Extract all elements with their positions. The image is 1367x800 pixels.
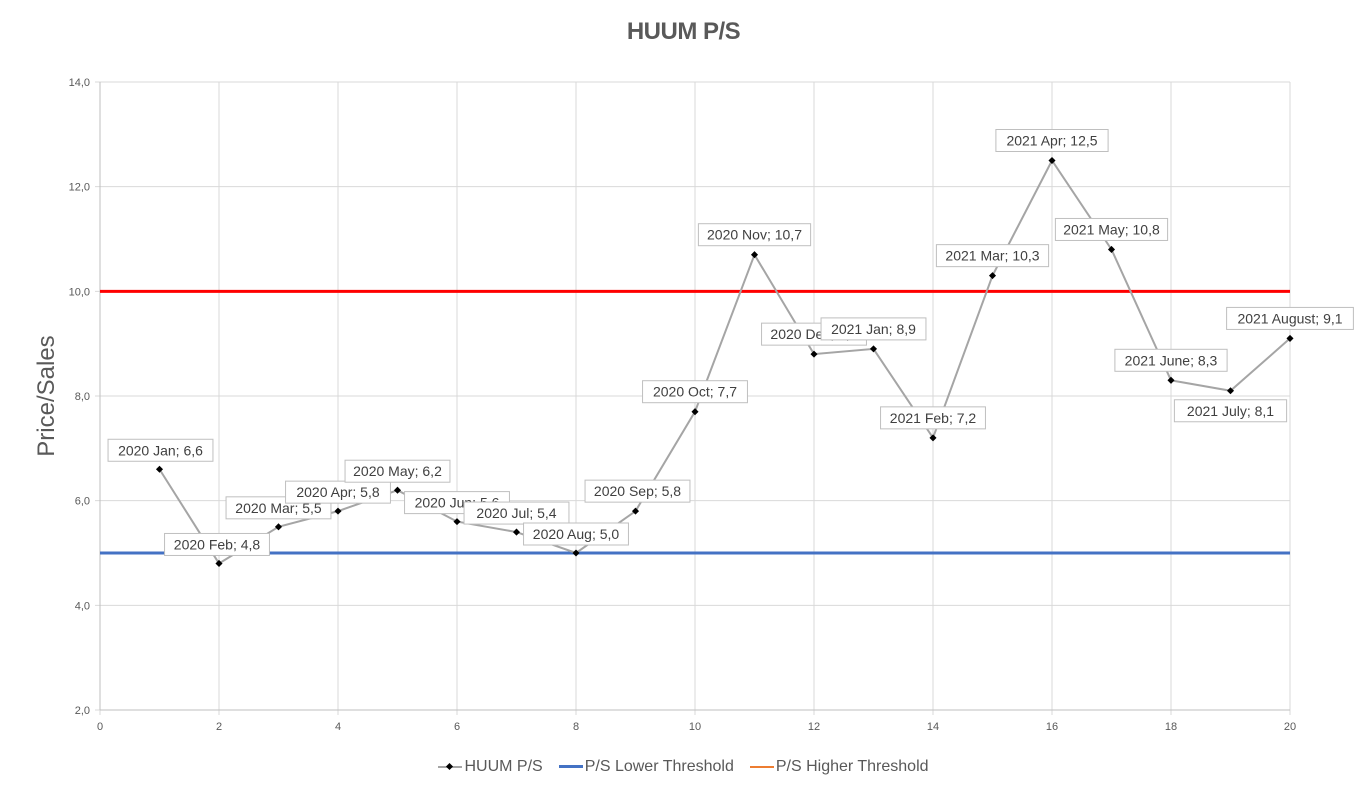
data-label: 2020 Sep; 5,8 (594, 483, 681, 499)
data-label-box (935, 244, 1050, 268)
data-label: 2021 June; 8,3 (1125, 352, 1218, 368)
data-point-marker[interactable] (572, 549, 580, 557)
data-label-box (1173, 399, 1288, 423)
data-label: 2020 Feb; 4,8 (174, 536, 261, 552)
data-point-marker[interactable] (453, 518, 461, 526)
x-tick-label: 20 (1284, 721, 1296, 733)
data-point-marker[interactable] (631, 507, 640, 515)
x-tick-label: 10 (689, 721, 701, 733)
data-point-marker[interactable] (810, 350, 818, 358)
data-label: 2020 Aug; 5,0 (533, 526, 620, 542)
data-point-marker[interactable] (869, 345, 878, 353)
data-label-box (820, 317, 927, 341)
data-label: 2020 May; 6,2 (353, 463, 442, 479)
data-label-box (584, 479, 691, 503)
line-icon (558, 760, 583, 774)
data-point-marker[interactable] (750, 251, 759, 259)
y-tick-label: 14,0 (69, 77, 90, 89)
data-label: 2021 Feb; 7,2 (890, 410, 977, 426)
legend: HUUM P/S P/S Lower Threshold P/S Higher … (0, 758, 1367, 776)
data-label: 2021 July; 8,1 (1187, 403, 1274, 419)
x-tick-label: 16 (1046, 721, 1058, 733)
data-label: 2021 May; 10,8 (1063, 221, 1160, 237)
data-label-box (285, 480, 391, 504)
line-marker-icon (438, 760, 463, 774)
data-label-box (344, 459, 451, 483)
line-icon (749, 760, 774, 774)
y-tick-label: 12,0 (69, 182, 90, 194)
data-label-box (642, 380, 748, 404)
data-label: 2020 Mar; 5,5 (235, 500, 322, 516)
data-label-box (1114, 348, 1228, 372)
data-label: 2020 Apr; 5,8 (296, 484, 380, 500)
x-tick-label: 18 (1165, 721, 1177, 733)
data-point-marker[interactable] (929, 434, 937, 442)
x-tick-label: 8 (573, 721, 579, 733)
data-label-box (880, 406, 986, 430)
data-point-marker[interactable] (988, 272, 997, 280)
data-point-marker[interactable] (512, 528, 521, 536)
x-tick-label: 4 (335, 721, 341, 733)
x-tick-label: 0 (97, 721, 103, 733)
data-label: 2020 Jul; 5,4 (476, 505, 556, 521)
data-label: 2021 Jan; 8,9 (831, 321, 916, 337)
y-tick-label: 8,0 (75, 391, 90, 403)
legend-label: HUUM P/S (464, 758, 543, 775)
data-point-marker[interactable] (1167, 376, 1175, 384)
data-label: 2021 Apr; 12,5 (1006, 133, 1097, 149)
data-point-marker[interactable] (274, 523, 283, 531)
data-label-box (107, 438, 214, 462)
data-label-box (1054, 217, 1169, 241)
data-label-box (164, 532, 270, 556)
data-label-box (463, 501, 570, 525)
data-label-box (697, 223, 812, 247)
y-tick-label: 2,0 (75, 705, 90, 717)
data-label-box (995, 129, 1109, 152)
x-tick-label: 14 (927, 721, 939, 733)
legend-item-lower-threshold[interactable]: P/S Lower Threshold (558, 758, 734, 776)
x-tick-label: 12 (808, 721, 820, 733)
data-point-marker[interactable] (155, 465, 164, 473)
legend-label: P/S Higher Threshold (775, 758, 929, 775)
data-label: 2020 Nov; 10,7 (707, 227, 802, 243)
data-point-marker[interactable] (691, 408, 699, 416)
data-label-box (523, 522, 629, 546)
data-label-box (1226, 306, 1354, 330)
legend-label: P/S Lower Threshold (584, 758, 734, 775)
data-point-marker[interactable] (215, 559, 223, 568)
x-tick-label: 6 (454, 721, 460, 733)
legend-item-huum[interactable]: HUUM P/S (438, 758, 543, 776)
x-tick-label: 2 (216, 721, 222, 733)
data-label: 2021 August; 9,1 (1237, 310, 1342, 326)
y-tick-label: 6,0 (75, 496, 90, 508)
data-label: 2020 Jan; 6,6 (118, 442, 203, 458)
y-tick-label: 4,0 (75, 600, 90, 612)
data-label: 2020 Oct; 7,7 (653, 384, 737, 400)
data-label: 2021 Mar; 10,3 (945, 248, 1039, 264)
data-point-marker[interactable] (393, 486, 402, 494)
legend-item-higher-threshold[interactable]: P/S Higher Threshold (749, 758, 929, 776)
chart-title: HUUM P/S (626, 18, 741, 45)
y-tick-label: 10,0 (69, 286, 90, 298)
data-point-marker[interactable] (334, 507, 342, 515)
